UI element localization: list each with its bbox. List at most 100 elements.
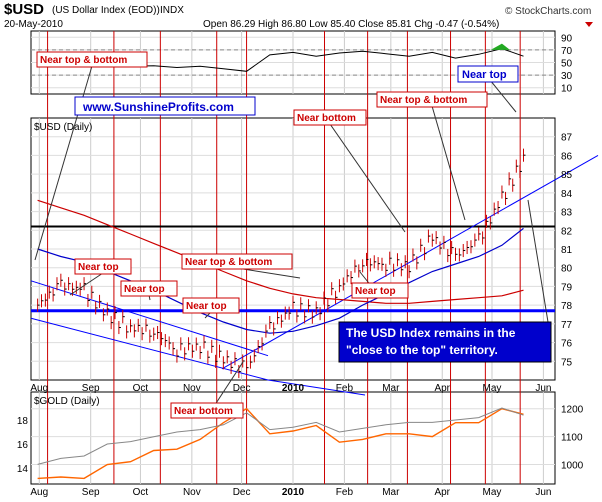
x-axis-label-price: Oct	[133, 383, 149, 394]
price-tick-label: 81	[561, 245, 573, 256]
annotation-leader	[34, 65, 93, 261]
annotation-leader	[489, 79, 517, 113]
gold-tick-label: 1100	[561, 433, 583, 444]
symbol-title: $USD	[4, 1, 44, 18]
rsi-tick-label: 10	[561, 84, 573, 95]
x-axis-label-gold: Aug	[30, 487, 48, 498]
x-axis-label-price: Feb	[336, 383, 354, 394]
x-axis-label-price: Jun	[535, 383, 551, 394]
annotation-box	[182, 297, 240, 314]
annotation-box	[120, 280, 178, 297]
annotation-box	[36, 51, 148, 68]
x-axis-label-gold: Feb	[336, 487, 354, 498]
annotation-layer: Near top & bottom Near top Near top Near to…	[34, 51, 549, 419]
url-box	[74, 96, 256, 116]
x-axis-label-price: Nov	[183, 383, 201, 394]
annotation-leader	[69, 272, 104, 296]
ratio-tick-label: 18	[17, 416, 29, 427]
annotation-label: Near top & bottom	[40, 55, 127, 66]
sma200-line	[37, 199, 524, 304]
x-axis-label-price: May	[483, 383, 502, 394]
price-tick-label: 84	[561, 189, 573, 200]
annotation-label: Near top	[186, 301, 227, 312]
x-axis-label-price: Aug	[30, 383, 48, 394]
x-axis-label-price: Mar	[382, 383, 400, 394]
price-tick-label: 78	[561, 301, 573, 312]
annotation-label: Near bottom	[174, 406, 233, 417]
x-axis-label-price: Sep	[82, 383, 100, 394]
x-axis-label-price: Apr	[434, 383, 450, 394]
gold-tick-label: 1000	[561, 460, 584, 471]
x-axis-label-gold: Dec	[233, 487, 251, 498]
series-layer	[30, 43, 599, 480]
annotation-label: Near top & bottom	[185, 257, 272, 268]
date-label: 20-May-2010	[4, 19, 63, 30]
rsi-tick-label: 70	[561, 46, 573, 57]
ratio-tick-label: 16	[17, 440, 29, 451]
annotation-label: Near top	[78, 262, 119, 273]
note-line-2: "close to the top" territory.	[346, 343, 498, 357]
credit-label: © StockCharts.com	[505, 6, 591, 17]
trend-line	[267, 379, 366, 396]
price-tick-label: 82	[561, 226, 573, 237]
price-tick-label: 77	[561, 320, 573, 331]
price-tick-label: 79	[561, 282, 573, 293]
annotation-leader	[236, 267, 301, 279]
annotation-box	[376, 91, 488, 108]
exchange-label: INDX	[160, 5, 184, 16]
x-axis-label-gold: Apr	[434, 487, 450, 498]
trend-line	[30, 280, 269, 357]
price-tick-label: 75	[561, 357, 573, 368]
rsi-tick-label: 90	[561, 33, 573, 44]
x-axis-label-gold: Mar	[382, 487, 400, 498]
rsi-tick-label: 50	[561, 59, 573, 70]
gold-tick-label: 1200	[561, 405, 584, 416]
gold-panel-title: $GOLD (Daily)	[34, 396, 100, 407]
price-tick-label: 86	[561, 151, 573, 162]
x-axis-label-price: 2010	[282, 383, 305, 394]
gold-price-line	[37, 407, 524, 480]
price-tick-label: 87	[561, 133, 573, 144]
url-text: www.SunshineProfits.com	[82, 100, 234, 114]
price-tick-label: 80	[561, 264, 573, 275]
note-box	[338, 321, 552, 363]
x-axis-label-gold: May	[483, 487, 502, 498]
annotation-label: Near top	[124, 284, 165, 295]
rsi-annotation-label: Near top	[462, 69, 507, 81]
price-tick-label: 83	[561, 208, 573, 219]
trend-line	[30, 317, 269, 381]
annotation-leader	[431, 105, 466, 221]
x-axis-label-gold: Oct	[133, 487, 149, 498]
annotation-label: Near top	[355, 286, 396, 297]
x-axis-label-gold: Jun	[535, 487, 551, 498]
annotation-label: Near top & bottom	[380, 95, 467, 106]
rsi-annotation-box	[457, 65, 519, 83]
x-axis-label-price: Dec	[233, 383, 251, 394]
annotation-box	[181, 253, 293, 270]
rsi-tick-label: 30	[561, 71, 573, 82]
ratio-tick-label: 14	[17, 464, 29, 475]
price-tick-label: 76	[561, 339, 573, 350]
x-axis-label-gold: 2010	[282, 487, 305, 498]
annotation-box	[351, 282, 409, 299]
quote-line: Open 86.29 High 86.80 Low 85.40 Close 85…	[203, 19, 499, 30]
gold-ratio-line	[37, 407, 524, 465]
annotation-box	[74, 258, 132, 275]
sma50-line	[37, 227, 524, 334]
note-leader	[527, 199, 549, 323]
note-line-1: The USD Index remains in the	[346, 326, 516, 340]
x-axis-label-gold: Nov	[183, 487, 201, 498]
annotation-label: Near bottom	[297, 113, 356, 124]
trend-line	[221, 154, 599, 370]
grid-layer	[31, 31, 555, 484]
x-axis-label-gold: Sep	[82, 487, 100, 498]
symbol-description: (US Dollar Index (EOD))	[52, 5, 160, 16]
rsi-overbought-fill	[490, 43, 510, 50]
price-panel-title: $USD (Daily)	[34, 122, 92, 133]
down-arrow-icon	[585, 22, 593, 27]
annotation-leader	[329, 123, 406, 233]
price-tick-label: 85	[561, 170, 573, 181]
